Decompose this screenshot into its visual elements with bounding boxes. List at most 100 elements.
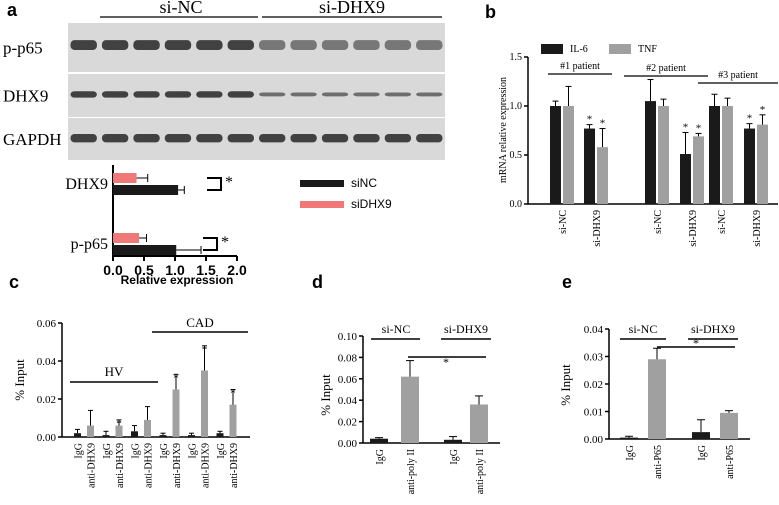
d-group-label: si-NC: [382, 322, 411, 336]
e-bar-p65: [720, 412, 738, 439]
d-y-tick-label: 0.04: [338, 395, 358, 407]
b-legend-label: IL-6: [570, 44, 588, 55]
c-group-label: CAD: [186, 315, 213, 330]
b-y-tick-label: 0.5: [510, 150, 523, 161]
blot-band: [164, 133, 192, 143]
c-bar-anti: [229, 404, 237, 437]
b-bar-tnf: [563, 106, 574, 204]
e-y-tick-label: 0.03: [584, 352, 604, 364]
e-group-label: si-NC: [629, 322, 658, 336]
b-bar-tnf: [658, 106, 669, 204]
c-x-tick-label: anti-DHX9: [115, 443, 126, 488]
b-bar-il6: [645, 101, 656, 204]
blot-strip: [68, 23, 445, 72]
panel-label-d: d: [312, 272, 323, 292]
d-x-tick-label: IgG: [375, 449, 386, 465]
b-bar-tnf: [597, 147, 608, 204]
blot-band: [384, 133, 412, 143]
b-x-tick-label: si-DHX9: [592, 210, 603, 247]
d-y-tick-label: 0.08: [338, 352, 358, 364]
blot-band: [384, 92, 412, 97]
a-x-tick-label: 1.5: [196, 262, 216, 278]
panel-label-b: b: [485, 2, 496, 22]
b-x-tick-label: si-DHX9: [752, 210, 763, 247]
e-y-tick-label: 0.00: [584, 434, 604, 446]
b-y-axis-label: mRNA relative expression: [498, 77, 509, 183]
c-bar-anti: [201, 370, 208, 437]
c-x-tick-label: IgG: [131, 443, 142, 459]
c-x-tick-label: anti-DHX9: [172, 443, 183, 488]
c-x-tick-label: IgG: [74, 443, 85, 459]
c-sig-star: *: [202, 344, 208, 356]
c-x-tick-label: anti-DHX9: [201, 443, 212, 488]
b-x-tick-label: si-NC: [558, 210, 569, 234]
b-group-label: #1 patient: [560, 61, 600, 72]
b-bar-tnf: [757, 124, 768, 204]
b-sig-star: *: [696, 122, 702, 134]
b-bar-il6: [680, 154, 691, 204]
blot-band: [227, 91, 254, 98]
a-bar-siDHX9: [113, 173, 137, 183]
a-category-label: DHX9: [65, 176, 108, 193]
e-x-tick-label: IgG: [697, 445, 708, 461]
e-x-tick-label: anti-P65: [653, 445, 664, 479]
blot-band: [353, 40, 380, 50]
blot-band: [101, 91, 129, 98]
c-bar-igg: [102, 435, 110, 437]
c-sig-star: *: [116, 418, 122, 430]
b-bar-il6: [550, 106, 561, 204]
b-y-tick-label: 1.5: [510, 52, 523, 63]
a-category-label: p-p65: [71, 236, 108, 253]
blot-band: [196, 91, 223, 98]
c-bar-igg: [216, 433, 224, 437]
e-group-label: si-DHX9: [691, 322, 735, 336]
d-bar-igg: [444, 439, 462, 443]
blot-band: [384, 40, 412, 50]
b-sig-star: *: [760, 104, 766, 116]
e-y-tick-label: 0.04: [584, 324, 604, 336]
blot-band: [259, 40, 286, 50]
d-x-tick-label: IgG: [449, 449, 460, 465]
blot-band: [101, 133, 129, 143]
c-x-tick-label: anti-DHX9: [87, 443, 98, 488]
d-sig-star: *: [443, 355, 449, 369]
b-legend-swatch-tnf: [609, 44, 631, 54]
c-y-tick-label: 0.04: [37, 356, 57, 368]
d-y-tick-label: 0.06: [338, 374, 358, 386]
blot-band: [321, 133, 349, 143]
blot-band: [133, 40, 160, 50]
c-sig-star: *: [230, 388, 236, 400]
blot-band: [101, 40, 129, 50]
e-y-axis-label: % Input: [558, 364, 573, 406]
c-x-tick-label: IgG: [216, 443, 227, 459]
a-legend-swatch-siNC: [300, 180, 344, 187]
d-x-tick-label: anti-poly II: [406, 449, 417, 494]
a-sig-star: *: [221, 234, 229, 251]
b-sig-star: *: [747, 113, 753, 125]
c-bar-anti: [172, 389, 180, 437]
b-bar-tnf: [693, 136, 704, 204]
a-sig-bracket: [203, 237, 218, 251]
c-x-tick-label: IgG: [159, 443, 170, 459]
panel-label-e: e: [562, 272, 573, 292]
b-sig-star: *: [600, 118, 606, 130]
b-bar-il6: [709, 106, 720, 204]
blot-group-label: si-NC: [159, 0, 202, 17]
b-y-tick-label: 0.0: [510, 199, 523, 210]
b-legend-swatch-il6: [541, 44, 563, 54]
blot-band: [70, 91, 97, 98]
e-y-tick-label: 0.01: [584, 407, 603, 419]
blot-strip: [68, 74, 445, 117]
b-x-tick-label: si-NC: [653, 210, 664, 234]
blot-band: [196, 133, 223, 143]
b-group-label: #3 patient: [718, 70, 758, 81]
d-bar-poly: [470, 404, 488, 443]
b-sig-star: *: [587, 114, 593, 126]
d-y-tick-label: 0.00: [338, 438, 358, 450]
b-bar-il6: [744, 128, 755, 204]
blot-group-label: si-DHX9: [319, 0, 385, 17]
c-sig-star: *: [173, 372, 179, 384]
blot-band: [70, 40, 97, 50]
a-legend-label: siNC: [351, 176, 377, 190]
